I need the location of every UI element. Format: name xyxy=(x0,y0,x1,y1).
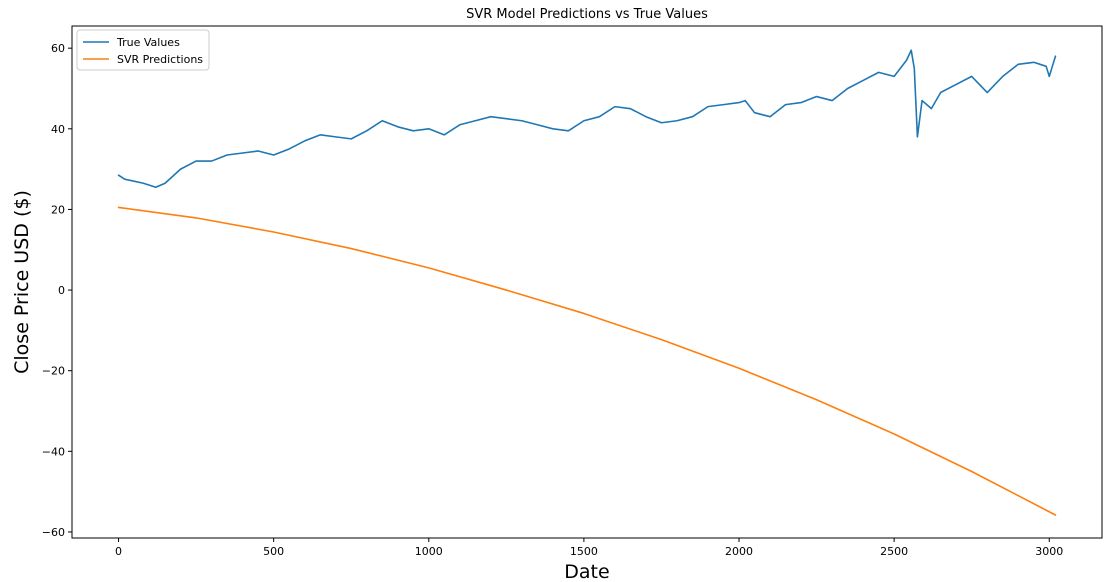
y-tick-label: 60 xyxy=(51,42,65,55)
y-tick-label: 40 xyxy=(51,123,65,136)
x-tick-label: 2000 xyxy=(725,545,753,558)
plot-area xyxy=(71,25,1103,539)
y-axis-label: Close Price USD ($) xyxy=(11,190,33,374)
x-tick-label: 500 xyxy=(263,545,284,558)
legend-label-true-values: True Values xyxy=(116,36,180,49)
x-tick-label: 0 xyxy=(115,545,122,558)
y-axis-ticks: −60 −40 −20 0 20 40 60 xyxy=(42,42,72,539)
plot-frame xyxy=(71,25,1103,539)
legend: True Values SVR Predictions xyxy=(76,29,210,71)
y-tick-label: 0 xyxy=(58,284,65,297)
chart-title: SVR Model Predictions vs True Values xyxy=(466,7,708,22)
series-line-svr-predictions xyxy=(117,206,1057,516)
x-tick-label: 2500 xyxy=(880,545,908,558)
x-tick-label: 1000 xyxy=(415,545,443,558)
y-tick-label: −20 xyxy=(42,365,65,378)
series-line-true-values xyxy=(117,49,1057,189)
y-tick-label: 20 xyxy=(51,203,65,216)
x-axis-ticks: 0 500 1000 1500 2000 2500 3000 xyxy=(115,538,1063,558)
x-tick-label: 3000 xyxy=(1035,545,1063,558)
x-axis-label: Date xyxy=(564,561,609,582)
legend-label-svr-predictions: SVR Predictions xyxy=(117,53,203,66)
legend-box xyxy=(76,29,210,71)
y-tick-label: −40 xyxy=(42,445,65,458)
x-tick-label: 1500 xyxy=(570,545,598,558)
y-tick-label: −60 xyxy=(42,526,65,539)
